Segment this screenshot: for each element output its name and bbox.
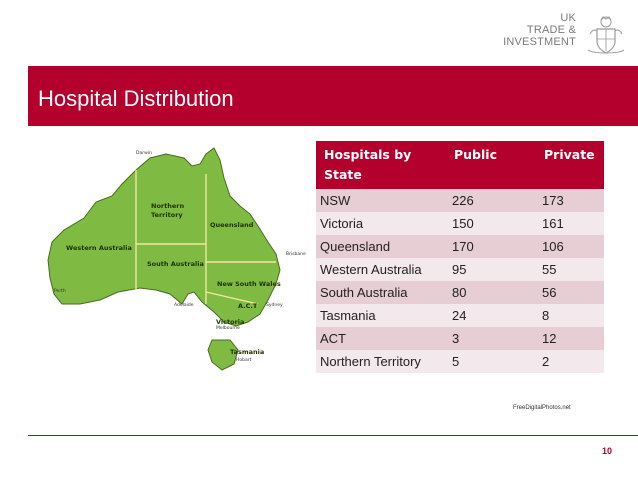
page-number: 10 [601,446,612,456]
cell-private: 8 [536,304,604,327]
map-label-sa: South Australia [147,260,204,268]
cell-private: 173 [536,189,604,212]
hospitals-table: Hospitals by State Public Private NSW 22… [316,141,604,373]
mainland-outline [47,147,281,327]
logo-line-2: TRADE & [526,24,576,36]
table-row: Queensland 170 106 [316,235,604,258]
australia-map: Western Australia Northern Territory Que… [44,144,314,380]
cell-public: 3 [446,327,536,350]
cell-public: 226 [446,189,536,212]
table-row: ACT 3 12 [316,327,604,350]
cell-private: 106 [536,235,604,258]
map-label-qld: Queensland [210,221,254,229]
tasmania-outline [207,339,239,371]
city-hobart: Hobart [236,358,252,363]
cell-state: Western Australia [316,258,446,281]
city-darwin: Darwin [136,151,152,156]
map-label-wa: Western Australia [66,244,132,252]
cell-state: Northern Territory [316,350,446,373]
map-label-nsw: New South Wales [217,280,281,288]
map-label-nt-2: Territory [151,211,183,219]
header-public: Public [446,141,536,189]
map-label-nt-1: Northern [151,202,185,210]
table-row: South Australia 80 56 [316,281,604,304]
map-label-act: A.C.T [238,302,258,310]
city-sydney: Sydney [266,303,283,308]
state-borders [135,170,276,305]
cell-private: 12 [536,327,604,350]
cell-state: ACT [316,327,446,350]
cell-state: Queensland [316,235,446,258]
table-row: NSW 226 173 [316,189,604,212]
cell-state: NSW [316,189,446,212]
cell-public: 170 [446,235,536,258]
cell-public: 80 [446,281,536,304]
footer-divider [28,435,638,436]
cell-public: 24 [446,304,536,327]
table-row: Western Australia 95 55 [316,258,604,281]
map-label-vic: Victoria [216,318,245,326]
city-melbourne: Melbourne [216,326,240,331]
cell-private: 56 [536,281,604,304]
city-perth: Perth [54,289,66,294]
cell-private: 2 [536,350,604,373]
table-header-row: Hospitals by State Public Private [316,141,604,189]
logo-line-3: INVESTMENT [503,36,576,48]
image-credit: FreeDigitalPhotos.net [513,405,571,411]
cell-public: 95 [446,258,536,281]
header-private: Private [536,141,604,189]
header-state: Hospitals by State [316,141,446,189]
royal-crest-icon [587,16,625,54]
table-row: Tasmania 24 8 [316,304,604,327]
logo-text: UK TRADE & INVESTMENT [503,12,576,48]
map-label-tas: Tasmania [230,348,265,356]
cell-state: Victoria [316,212,446,235]
page-title: Hospital Distribution [38,86,234,111]
cell-state: Tasmania [316,304,446,327]
logo-line-1: UK [560,12,576,24]
uk-trade-investment-logo: UK TRADE & INVESTMENT [500,12,628,64]
table-row: Victoria 150 161 [316,212,604,235]
cell-private: 55 [536,258,604,281]
cell-state: South Australia [316,281,446,304]
table-row: Northern Territory 5 2 [316,350,604,373]
cell-public: 5 [446,350,536,373]
cell-public: 150 [446,212,536,235]
city-brisbane: Brisbane [286,252,306,257]
cell-private: 161 [536,212,604,235]
city-adelaide: Adelaide [174,303,194,308]
title-band: Hospital Distribution [28,66,638,126]
australia-map-shape [47,147,281,371]
